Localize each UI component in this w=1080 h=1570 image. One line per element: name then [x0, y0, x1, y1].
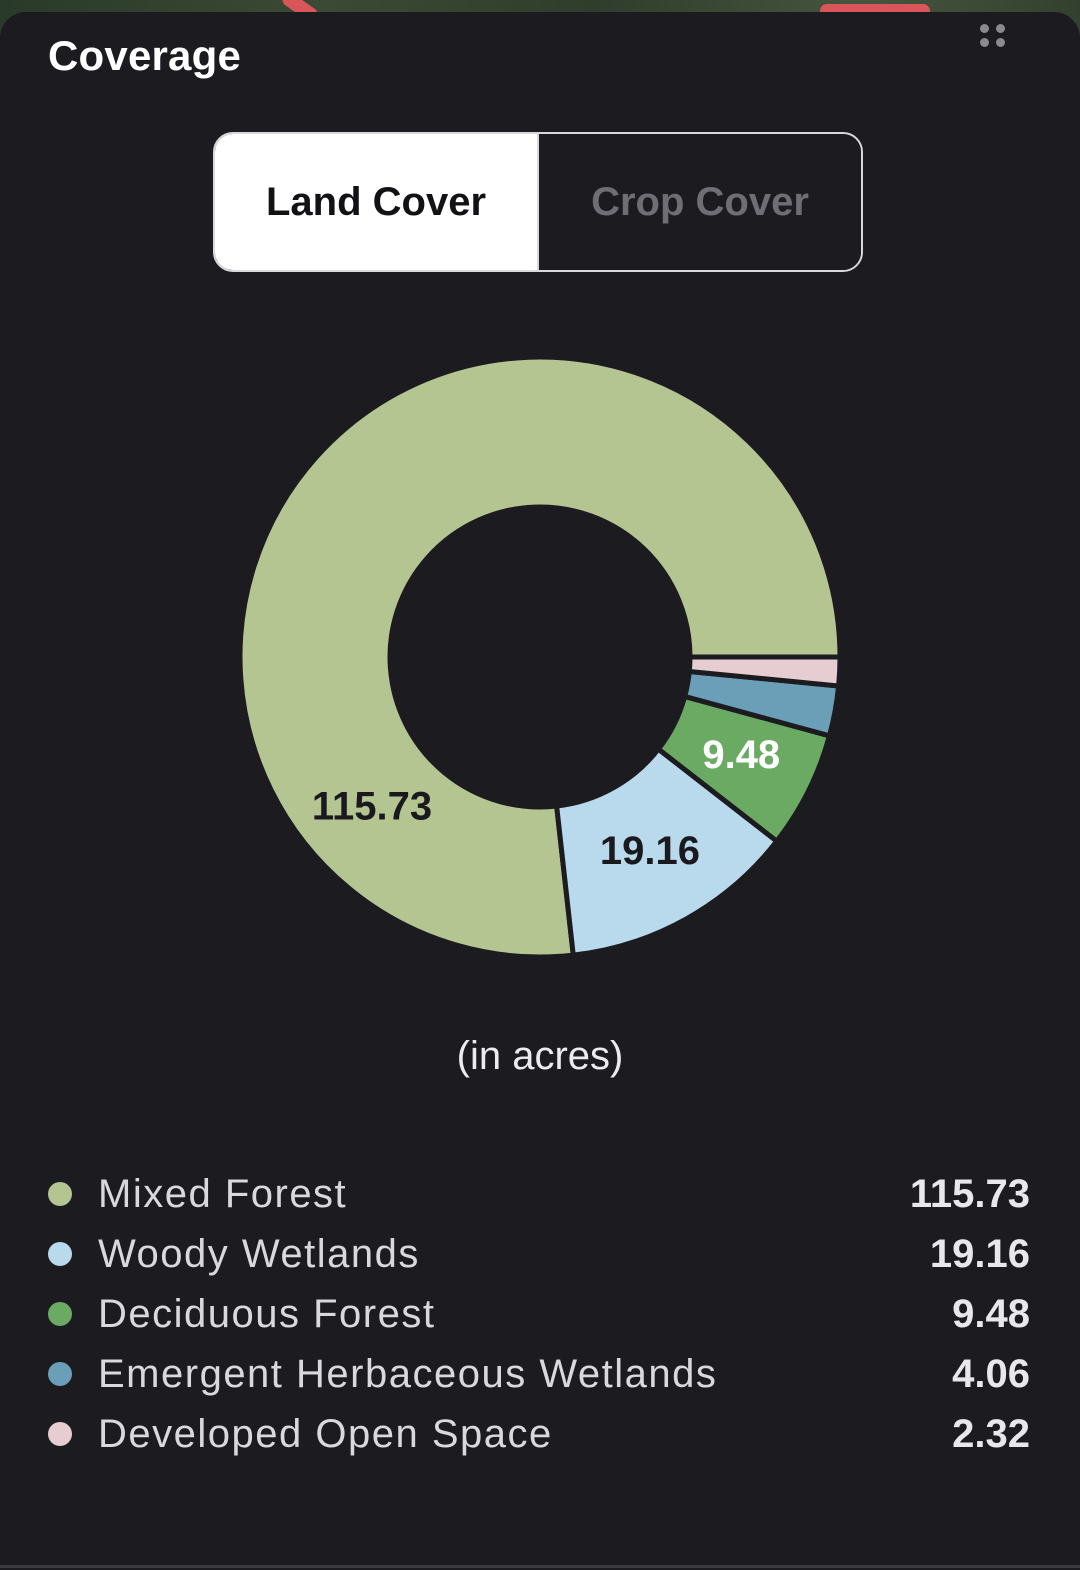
legend-dot-icon [48, 1362, 72, 1386]
legend-item-deciduous-forest[interactable]: Deciduous Forest 9.48 [48, 1284, 1030, 1344]
legend-value: 19.16 [929, 1231, 1030, 1276]
legend-value: 115.73 [909, 1171, 1030, 1216]
legend-dot-icon [48, 1242, 72, 1266]
donut-data-label: 19.16 [600, 829, 700, 873]
divider [0, 1565, 1080, 1568]
legend-label: Emergent Herbaceous Wetlands [98, 1351, 718, 1396]
donut-data-label: 115.73 [312, 785, 432, 829]
legend-dot-icon [48, 1422, 72, 1446]
chart-legend: Mixed Forest 115.73 Woody Wetlands 19.16… [48, 1164, 1030, 1464]
donut-slice-developed-open-space[interactable] [686, 654, 843, 689]
cover-type-toggle: Land Cover Crop Cover [213, 132, 863, 272]
legend-label: Mixed Forest [98, 1171, 348, 1216]
panel-title: Coverage [48, 32, 242, 79]
legend-label: Woody Wetlands [98, 1231, 420, 1276]
legend-item-emergent-herbaceous-wetlands[interactable]: Emergent Herbaceous Wetlands 4.06 [48, 1344, 1030, 1404]
donut-data-label: 9.48 [702, 733, 780, 777]
legend-value: 4.06 [952, 1351, 1030, 1396]
legend-dot-icon [48, 1302, 72, 1326]
chart-unit-note: (in acres) [456, 1034, 624, 1078]
tab-land-cover[interactable]: Land Cover [215, 134, 537, 270]
donut-slice-mixed-forest[interactable] [237, 354, 843, 960]
legend-value: 2.32 [952, 1411, 1030, 1456]
legend-item-mixed-forest[interactable]: Mixed Forest 115.73 [48, 1164, 1030, 1224]
legend-label: Deciduous Forest [98, 1291, 436, 1336]
tab-crop-cover[interactable]: Crop Cover [537, 134, 861, 270]
drag-handle-icon[interactable] [980, 24, 1010, 48]
legend-item-woody-wetlands[interactable]: Woody Wetlands 19.16 [48, 1224, 1030, 1284]
legend-label: Developed Open Space [98, 1411, 553, 1456]
legend-item-developed-open-space[interactable]: Developed Open Space 2.32 [48, 1404, 1030, 1464]
coverage-panel: Coverage Land Cover Crop Cover 115.73 19.… [0, 12, 1080, 1570]
legend-dot-icon [48, 1182, 72, 1206]
legend-value: 9.48 [952, 1291, 1030, 1336]
land-cover-donut-chart: 115.73 19.16 9.48 [237, 354, 843, 960]
